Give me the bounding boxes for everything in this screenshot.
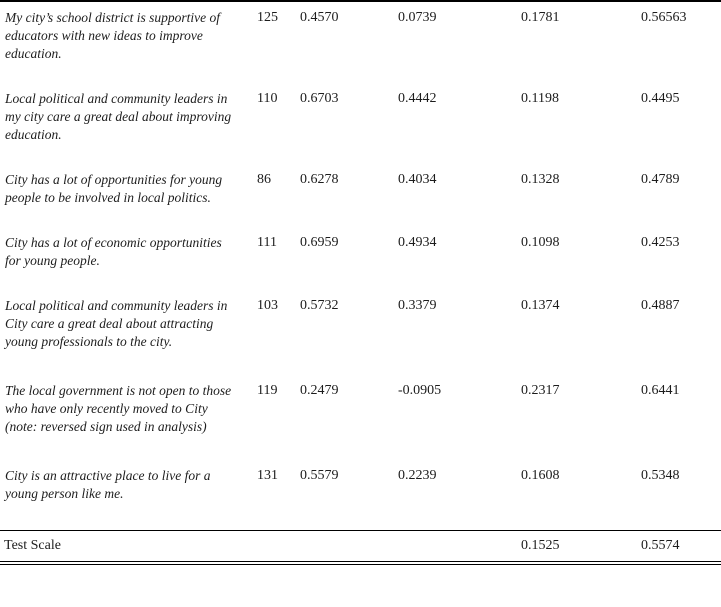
alpha-value: 0.6441	[641, 383, 680, 398]
item-test-corr: 0.5579	[300, 468, 339, 483]
table-row: Local political and community leaders in…	[0, 90, 721, 171]
item-text: City has a lot of economic opportunities…	[5, 235, 222, 268]
item-test-corr: 0.4570	[300, 10, 339, 25]
alpha-value: 0.5574	[637, 530, 721, 562]
item-test-corr: 0.6278	[300, 172, 339, 187]
obs-count: 103	[257, 298, 278, 313]
alpha-value: 0.4495	[641, 91, 680, 106]
alpha-value: 0.4789	[641, 172, 680, 187]
table-bottom-double-rule	[0, 562, 721, 565]
table-row: Local political and community leaders in…	[0, 297, 721, 382]
interitem-cov: 0.1781	[521, 10, 560, 25]
item-text: Local political and community leaders in…	[5, 91, 232, 142]
table-row: My city’s school district is supportive …	[0, 1, 721, 90]
obs-count: 110	[257, 91, 278, 106]
test-scale-label: Test Scale	[0, 530, 253, 562]
obs-count: 125	[257, 10, 278, 25]
obs-count	[253, 530, 296, 562]
alpha-value: 0.5348	[641, 468, 680, 483]
alpha-value: 0.4887	[641, 298, 680, 313]
interitem-cov: 0.1525	[517, 530, 637, 562]
interitem-cov: 0.1608	[521, 468, 560, 483]
item-text: Local political and community leaders in…	[5, 298, 228, 349]
item-text: My city’s school district is supportive …	[5, 10, 220, 61]
item-test-corr: 0.6959	[300, 235, 339, 250]
obs-count: 119	[257, 383, 278, 398]
item-rest-corr: 0.2239	[398, 468, 437, 483]
table-row: City has a lot of opportunities for youn…	[0, 171, 721, 234]
item-test-corr	[296, 530, 394, 562]
interitem-cov: 0.1374	[521, 298, 560, 313]
item-text: City has a lot of opportunities for youn…	[5, 172, 223, 205]
alpha-value: 0.56563	[641, 10, 687, 25]
item-text: City is an attractive place to live for …	[5, 468, 211, 501]
table-row: City has a lot of economic opportunities…	[0, 234, 721, 297]
item-rest-corr: 0.4034	[398, 172, 437, 187]
item-test-corr: 0.6703	[300, 91, 339, 106]
interitem-cov: 0.2317	[521, 383, 560, 398]
interitem-cov: 0.1098	[521, 235, 560, 250]
alpha-value: 0.4253	[641, 235, 680, 250]
item-rest-corr: 0.0739	[398, 10, 437, 25]
interitem-cov: 0.1328	[521, 172, 560, 187]
item-rest-corr: -0.0905	[398, 383, 442, 398]
item-rest-corr	[394, 530, 517, 562]
test-scale-row: Test Scale 0.1525 0.5574	[0, 530, 721, 562]
interitem-cov: 0.1198	[521, 91, 559, 106]
table-row: The local government is not open to thos…	[0, 382, 721, 467]
obs-count: 131	[257, 468, 278, 483]
scale-reliability-table-wrap: My city’s school district is supportive …	[0, 0, 721, 565]
obs-count: 111	[257, 235, 277, 250]
item-test-corr: 0.5732	[300, 298, 339, 313]
item-rest-corr: 0.3379	[398, 298, 437, 313]
obs-count: 86	[257, 172, 271, 187]
item-rest-corr: 0.4934	[398, 235, 437, 250]
item-text: The local government is not open to thos…	[5, 383, 232, 434]
table-row: City is an attractive place to live for …	[0, 467, 721, 531]
scale-reliability-table: My city’s school district is supportive …	[0, 0, 721, 562]
item-rest-corr: 0.4442	[398, 91, 437, 106]
item-test-corr: 0.2479	[300, 383, 339, 398]
